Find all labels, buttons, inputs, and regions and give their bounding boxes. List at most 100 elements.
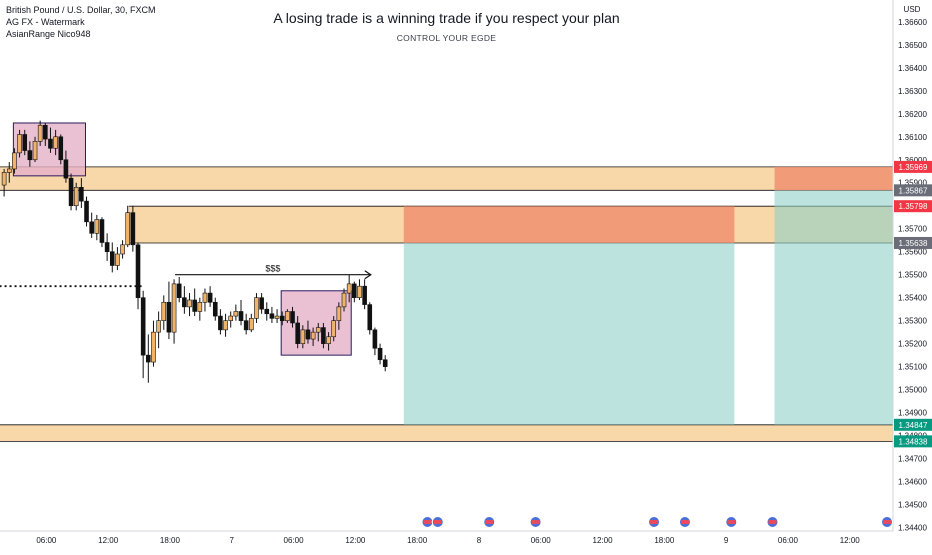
candle-body-57[interactable]: [290, 311, 295, 324]
candle-body-52[interactable]: [264, 308, 270, 315]
candle-body-68[interactable]: [346, 283, 352, 294]
candle-body-28[interactable]: [140, 297, 146, 356]
price-badge-bg: [894, 184, 932, 197]
position-1-stop-zone[interactable]: [403, 206, 735, 243]
candle-body-12[interactable]: [58, 136, 64, 161]
watermark-title: A losing trade is a winning trade if you…: [273, 10, 620, 26]
candle-body-65[interactable]: [331, 320, 337, 338]
position-2-stop-zone[interactable]: [774, 166, 893, 191]
candle-body-20[interactable]: [99, 219, 105, 243]
candle-body-29[interactable]: [146, 354, 151, 363]
candle-body-11[interactable]: [53, 136, 58, 149]
price-badge-label: 1.34838: [899, 437, 928, 446]
candle-body-9[interactable]: [43, 124, 48, 140]
candle-body-24[interactable]: [120, 244, 125, 255]
candle-body-46[interactable]: [233, 311, 239, 317]
candle-body-14[interactable]: [68, 177, 74, 207]
candle-body-41[interactable]: [207, 292, 213, 303]
candle-body-43[interactable]: [218, 315, 223, 331]
liquidity-arrow-head: [364, 270, 372, 280]
candle-body-62[interactable]: [315, 327, 321, 333]
candle-body-1[interactable]: [1, 172, 7, 186]
candle-body-34[interactable]: [171, 283, 177, 333]
candle-body-66[interactable]: [336, 306, 342, 321]
y-tick-label: 1.36600: [898, 18, 927, 27]
candle-body-17[interactable]: [84, 200, 89, 223]
candle-body-2[interactable]: [6, 168, 12, 173]
candle-body-71[interactable]: [362, 285, 367, 305]
candle-body-72[interactable]: [367, 304, 373, 331]
candle-body-73[interactable]: [372, 329, 378, 349]
candle-body-47[interactable]: [238, 311, 244, 321]
candle-body-69[interactable]: [352, 283, 357, 298]
candle-body-42[interactable]: [212, 301, 218, 317]
candle-body-4[interactable]: [17, 134, 22, 154]
candle-body-3[interactable]: [12, 152, 17, 170]
candle-body-75[interactable]: [382, 359, 388, 367]
y-tick-label: 1.34600: [898, 478, 927, 487]
candle-body-64[interactable]: [326, 336, 331, 344]
candle-body-70[interactable]: [357, 285, 362, 298]
candle-body-32[interactable]: [161, 301, 167, 321]
y-tick-label: 1.35400: [898, 294, 927, 303]
candle-body-7[interactable]: [32, 141, 38, 161]
supply-zone-upper[interactable]: [0, 166, 893, 191]
candle-body-37[interactable]: [187, 299, 192, 308]
indicator-asianrange-label: AsianRange Nico948: [6, 29, 91, 39]
candle-body-38[interactable]: [192, 299, 197, 312]
candle-body-22[interactable]: [109, 251, 115, 266]
position-1-target-zone[interactable]: [403, 242, 735, 425]
candle-body-56[interactable]: [285, 311, 290, 321]
y-axis-panel[interactable]: [893, 0, 932, 550]
candle-body-58[interactable]: [295, 322, 300, 344]
candle-body-35[interactable]: [176, 283, 182, 298]
candle-body-30[interactable]: [151, 331, 156, 363]
candle-body-50[interactable]: [254, 297, 259, 319]
candle-body-39[interactable]: [197, 301, 203, 312]
x-tick-label: 18:00: [160, 536, 181, 545]
y-tick-label: 1.35100: [898, 363, 927, 372]
candle-body-31[interactable]: [156, 320, 161, 333]
economic-event-flag-stripe: [680, 520, 689, 524]
candle-body-36[interactable]: [182, 297, 187, 308]
candle-body-51[interactable]: [259, 297, 264, 310]
candle-body-21[interactable]: [104, 242, 110, 253]
candle-body-74[interactable]: [377, 347, 383, 361]
candle-body-53[interactable]: [269, 313, 275, 319]
candle-body-6[interactable]: [27, 150, 33, 161]
candle-body-27[interactable]: [135, 244, 141, 298]
candle-body-48[interactable]: [243, 320, 249, 331]
candle-body-49[interactable]: [249, 318, 254, 331]
candle-body-25[interactable]: [125, 212, 131, 246]
x-tick-label: 9: [724, 536, 729, 545]
candle-body-18[interactable]: [89, 221, 94, 234]
candle-body-40[interactable]: [202, 292, 208, 303]
candle-body-45[interactable]: [228, 315, 234, 321]
candle-body-44[interactable]: [223, 320, 228, 331]
candle-body-8[interactable]: [37, 124, 43, 142]
candle-body-19[interactable]: [94, 219, 100, 234]
x-axis: 06:00 12:00 18:00 7 06:00 12:00 18:00 8 06:00 12:…: [0, 530, 932, 550]
candle-body-67[interactable]: [341, 292, 347, 308]
demand-zone-lower[interactable]: [0, 424, 893, 442]
candle-body-16[interactable]: [79, 187, 84, 202]
x-axis-panel[interactable]: [0, 531, 932, 550]
candle-body-10[interactable]: [48, 138, 53, 149]
candle-body-13[interactable]: [63, 159, 69, 179]
candle-body-55[interactable]: [279, 315, 285, 321]
y-tick-label: 1.36000: [898, 156, 927, 165]
candle-body-15[interactable]: [73, 187, 79, 207]
candle-body-59[interactable]: [300, 329, 306, 344]
candle-body-23[interactable]: [115, 253, 120, 266]
candle-body-60[interactable]: [305, 329, 311, 340]
candle-body-54[interactable]: [274, 315, 280, 319]
candle-body-33[interactable]: [166, 301, 172, 333]
position-2-target-zone[interactable]: [774, 190, 893, 425]
candle-body-5[interactable]: [22, 134, 28, 151]
candle-body-63[interactable]: [321, 327, 326, 344]
indicator-watermark-label: AG FX - Watermark: [6, 17, 85, 27]
candle-body-26[interactable]: [130, 212, 136, 246]
candle-body-61[interactable]: [310, 331, 316, 340]
